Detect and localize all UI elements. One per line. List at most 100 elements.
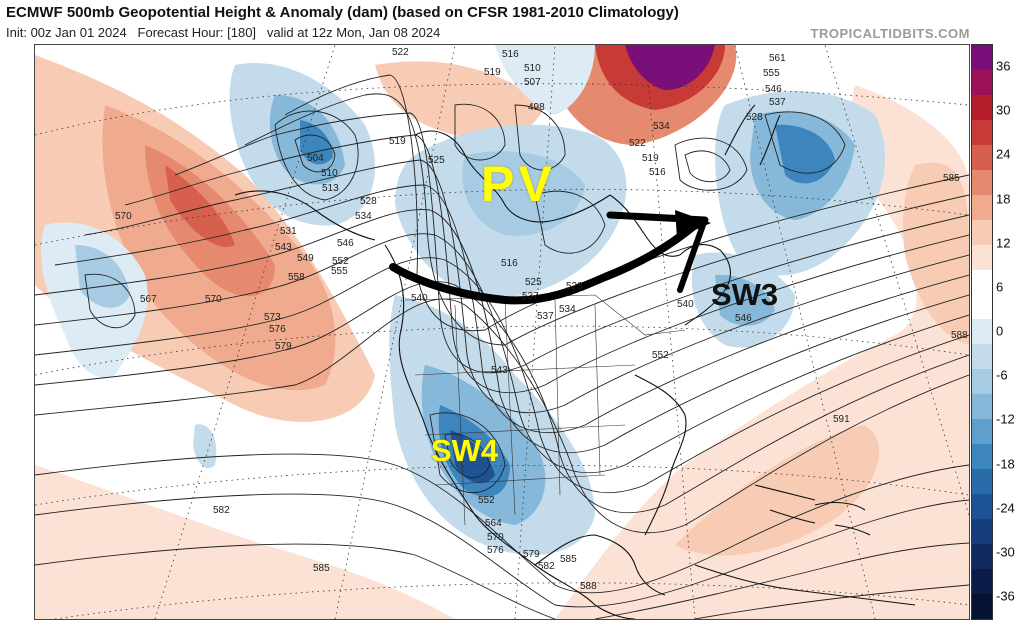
contour-label: 552 bbox=[478, 495, 495, 506]
forecast-hour: Forecast Hour: [180] bbox=[137, 25, 257, 40]
contour-label: 525 bbox=[525, 277, 542, 288]
colorbar-swatch bbox=[972, 593, 992, 619]
colorbar-swatch bbox=[972, 69, 992, 95]
colorbar-swatch bbox=[972, 244, 992, 270]
map-panel: 522 516 510 507 498 519 525 504 510 513 … bbox=[34, 44, 970, 620]
contour-label: 510 bbox=[321, 168, 338, 179]
contour-label: 534 bbox=[355, 211, 372, 222]
contour-label: 582 bbox=[538, 561, 555, 572]
colorbar-swatch bbox=[972, 444, 992, 470]
contour-label: 519 bbox=[642, 153, 659, 164]
contour-label: 582 bbox=[213, 505, 230, 516]
contour-label: 516 bbox=[649, 167, 666, 178]
contour-label: 549 bbox=[297, 253, 314, 264]
contour-label: 546 bbox=[735, 313, 752, 324]
contour-label: 543 bbox=[491, 365, 508, 376]
contour-label: 534 bbox=[559, 304, 576, 315]
colorbar-tick-label: 24 bbox=[996, 146, 1011, 162]
colorbar-swatch bbox=[972, 369, 992, 395]
map-subtitle: Init: 00z Jan 01 2024 Forecast Hour: [18… bbox=[6, 25, 440, 40]
contour-label: 522 bbox=[629, 138, 646, 149]
contour-label: 576 bbox=[487, 545, 504, 556]
height-contours bbox=[35, 74, 969, 619]
contour-label: 528 bbox=[360, 196, 377, 207]
contour-label: 510 bbox=[524, 63, 541, 74]
contour-label: 498 bbox=[528, 102, 545, 113]
colorbar-tick-label: -18 bbox=[996, 456, 1015, 471]
colorbar-swatch bbox=[972, 144, 992, 170]
contour-label: 564 bbox=[485, 518, 502, 529]
contour-label: 528 bbox=[566, 281, 583, 292]
init-time: Init: 00z Jan 01 2024 bbox=[6, 25, 127, 40]
colorbar-swatch bbox=[972, 269, 992, 295]
map-title: ECMWF 500mb Geopotential Height & Anomal… bbox=[6, 4, 679, 21]
contour-label: 540 bbox=[677, 299, 694, 310]
contour-label: 543 bbox=[275, 242, 292, 253]
colorbar-tick-label: -36 bbox=[996, 588, 1015, 604]
contour-label: 555 bbox=[763, 68, 780, 79]
colorbar-tick-label: 0 bbox=[996, 323, 1004, 339]
colorbar-swatch bbox=[972, 494, 992, 520]
colorbar-swatch bbox=[972, 419, 992, 445]
colorbar-swatch bbox=[972, 569, 992, 594]
contour-label: 585 bbox=[943, 173, 960, 184]
colorbar-swatch bbox=[972, 394, 992, 420]
colorbar-swatch bbox=[972, 294, 992, 320]
colorbar-tick-label: 6 bbox=[996, 279, 1004, 295]
sw3-label: SW3 bbox=[711, 277, 779, 312]
colorbar-swatch bbox=[972, 219, 992, 245]
contour-label: 555 bbox=[331, 266, 348, 277]
contour-label: 537 bbox=[537, 311, 554, 322]
contour-label: 531 bbox=[280, 226, 297, 237]
contour-label: 573 bbox=[264, 312, 281, 323]
warm-anomaly-fields bbox=[35, 45, 969, 619]
contour-label: 570 bbox=[487, 532, 504, 543]
colorbar-swatch bbox=[972, 469, 992, 495]
contour-label: 588 bbox=[951, 330, 968, 341]
contour-label: 546 bbox=[765, 84, 782, 95]
colorbar-tick-label: -6 bbox=[996, 367, 1008, 383]
contour-label: 552 bbox=[332, 256, 349, 267]
colorbar-swatch bbox=[972, 544, 992, 570]
colorbar-swatch bbox=[972, 119, 992, 145]
colorbar-tick-label: 12 bbox=[996, 235, 1011, 251]
contour-label: 552 bbox=[652, 350, 669, 361]
coastlines bbox=[234, 104, 916, 619]
contour-label: 513 bbox=[322, 183, 339, 194]
contour-label: 561 bbox=[769, 53, 786, 64]
contour-label: 522 bbox=[392, 47, 409, 58]
contour-label: 537 bbox=[769, 97, 786, 108]
colorbar-swatch bbox=[972, 94, 992, 120]
contour-label: 540 bbox=[411, 293, 428, 304]
sw4-label: SW4 bbox=[431, 433, 499, 468]
contour-label: 579 bbox=[275, 341, 292, 352]
colorbar-tick-label: -12 bbox=[996, 411, 1015, 427]
colorbar-swatch bbox=[972, 519, 992, 545]
contour-label: 516 bbox=[502, 49, 519, 60]
graticule bbox=[35, 45, 969, 619]
colorbar-tick-label: 36 bbox=[996, 58, 1011, 74]
contour-label: 537 bbox=[522, 291, 539, 302]
contour-label: 567 bbox=[140, 294, 157, 305]
colorbar-swatch bbox=[972, 344, 992, 370]
contour-label: 585 bbox=[560, 554, 577, 565]
contour-label: 585 bbox=[313, 563, 330, 574]
colorbar-tick-label: 30 bbox=[996, 102, 1011, 118]
colorbar-swatch bbox=[972, 319, 992, 345]
contour-label: 519 bbox=[389, 136, 406, 147]
colorbar-swatch bbox=[972, 194, 992, 220]
anomaly-colorbar bbox=[971, 44, 993, 620]
political-borders bbox=[404, 294, 686, 526]
site-credit: TROPICALTIDBITS.COM bbox=[810, 26, 970, 41]
contour-label: 558 bbox=[288, 272, 305, 283]
contour-label: 534 bbox=[653, 121, 670, 132]
contour-label: 507 bbox=[524, 77, 541, 88]
contour-label: 516 bbox=[501, 258, 518, 269]
contour-label: 570 bbox=[115, 211, 132, 222]
colorbar-tick-label: -30 bbox=[996, 544, 1015, 560]
colorbar-swatch bbox=[972, 45, 992, 70]
contour-label: 525 bbox=[428, 155, 445, 166]
colorbar-swatch bbox=[972, 169, 992, 195]
colorbar-ticks: 36 30 24 18 12 6 0 -6 -12 -18 -24 -30 -36 bbox=[994, 44, 1024, 618]
contour-label: 579 bbox=[523, 549, 540, 560]
